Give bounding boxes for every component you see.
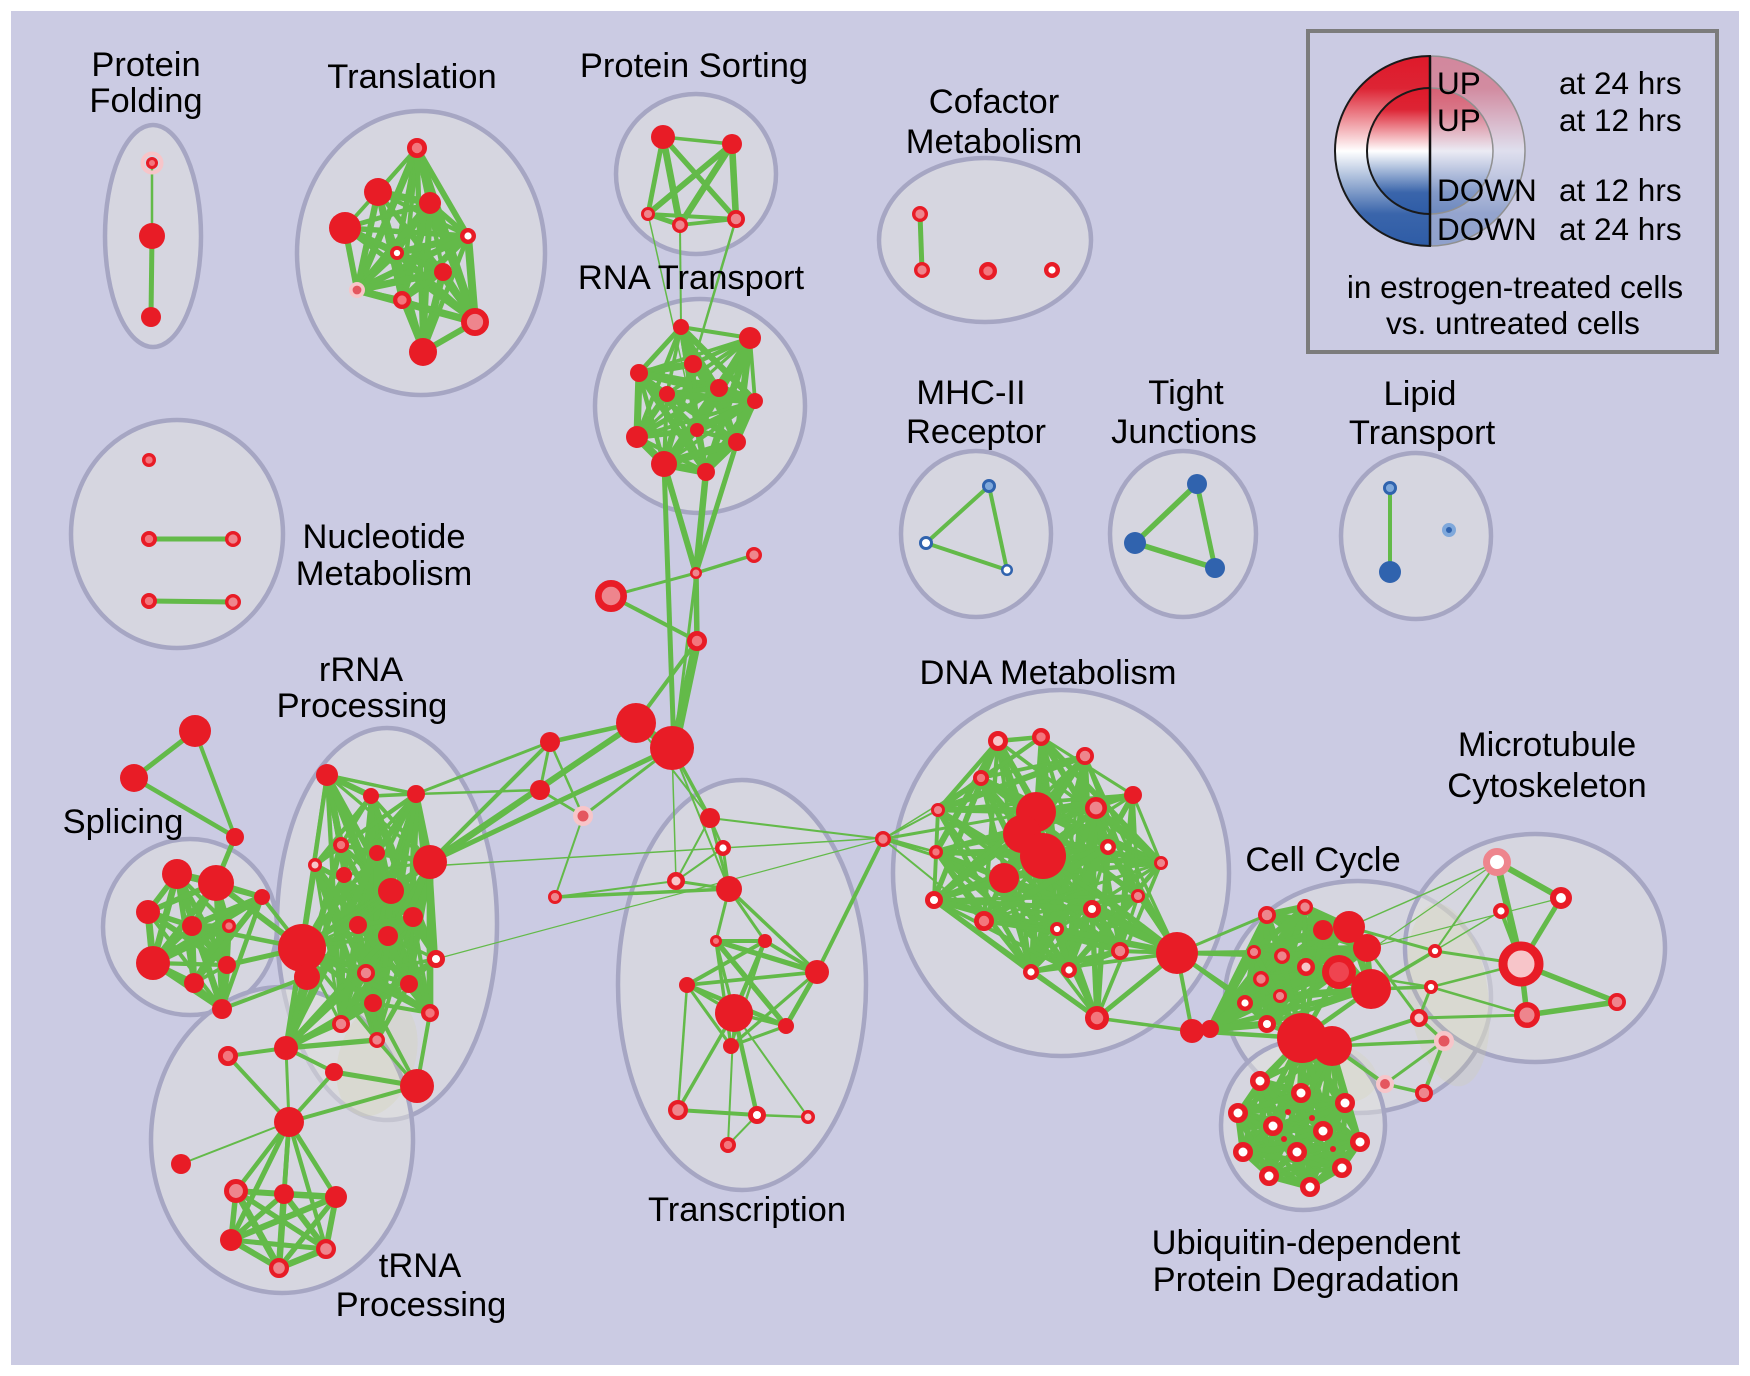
svg-text:Processing: Processing (336, 1286, 507, 1324)
svg-text:Metabolism: Metabolism (906, 123, 1082, 161)
svg-text:Transcription: Transcription (648, 1191, 846, 1229)
svg-text:Folding: Folding (89, 82, 202, 120)
svg-text:Tight: Tight (1148, 374, 1224, 412)
svg-text:UP: UP (1437, 65, 1481, 101)
svg-text:Cell Cycle: Cell Cycle (1245, 841, 1400, 879)
svg-text:MHC-II: MHC-II (916, 374, 1025, 412)
svg-text:DOWN: DOWN (1437, 211, 1537, 247)
svg-text:Cytoskeleton: Cytoskeleton (1447, 767, 1646, 805)
svg-text:rRNA: rRNA (319, 651, 403, 689)
svg-text:at 24 hrs: at 24 hrs (1559, 211, 1682, 247)
svg-text:Protein Sorting: Protein Sorting (580, 47, 808, 85)
svg-text:Junctions: Junctions (1111, 413, 1257, 451)
svg-text:Lipid: Lipid (1384, 375, 1457, 413)
svg-text:vs. untreated cells: vs. untreated cells (1386, 305, 1640, 341)
svg-text:Ubiquitin-dependent: Ubiquitin-dependent (1152, 1224, 1461, 1262)
svg-text:UP: UP (1437, 102, 1481, 138)
svg-text:Nucleotide: Nucleotide (302, 518, 465, 556)
svg-text:DNA Metabolism: DNA Metabolism (920, 654, 1177, 692)
svg-text:at 24 hrs: at 24 hrs (1559, 65, 1682, 101)
svg-text:Protein: Protein (91, 46, 200, 84)
svg-text:at 12 hrs: at 12 hrs (1559, 102, 1682, 138)
svg-text:at 12 hrs: at 12 hrs (1559, 172, 1682, 208)
svg-text:in estrogen-treated cells: in estrogen-treated cells (1347, 269, 1683, 305)
svg-text:DOWN: DOWN (1437, 172, 1537, 208)
svg-text:RNA Transport: RNA Transport (578, 259, 805, 297)
svg-text:Microtubule: Microtubule (1458, 726, 1636, 764)
svg-text:Splicing: Splicing (63, 803, 184, 841)
svg-text:Transport: Transport (1349, 414, 1496, 452)
svg-text:Cofactor: Cofactor (929, 83, 1059, 121)
svg-text:tRNA: tRNA (379, 1247, 461, 1285)
svg-text:Metabolism: Metabolism (296, 555, 472, 593)
svg-text:Protein Degradation: Protein Degradation (1153, 1261, 1460, 1299)
svg-text:Processing: Processing (277, 687, 448, 725)
svg-text:Translation: Translation (327, 58, 496, 96)
svg-text:Receptor: Receptor (906, 413, 1046, 451)
